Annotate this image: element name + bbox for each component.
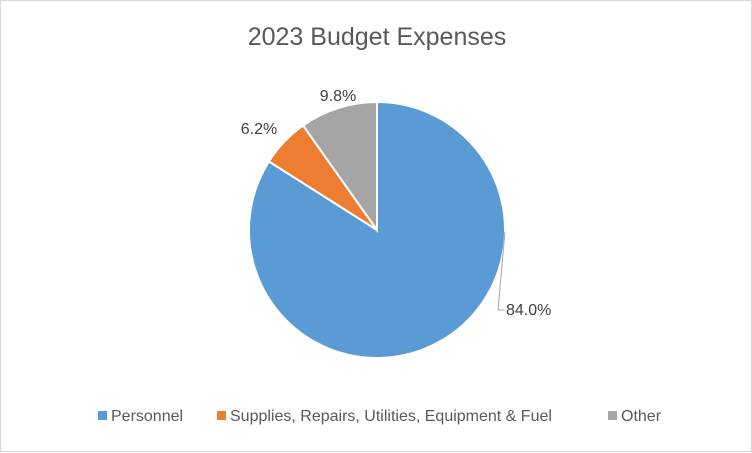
legend-label-3: Other — [621, 408, 662, 425]
data-labels: 84.0% 6.2% 9.8% — [241, 88, 552, 319]
leader-line-1 — [497, 231, 506, 311]
chart-title: 2023 Budget Expenses — [248, 23, 507, 51]
data-label-2: 6.2% — [241, 121, 277, 138]
legend-swatch-1 — [98, 411, 107, 420]
legend: Personnel Supplies, Repairs, Utilities, E… — [98, 408, 662, 425]
data-label-1: 84.0% — [506, 302, 551, 319]
legend-label-2: Supplies, Repairs, Utilities, Equipment … — [230, 408, 552, 425]
legend-swatch-3 — [608, 411, 617, 420]
data-label-3: 9.8% — [320, 88, 356, 105]
legend-label-1: Personnel — [111, 408, 183, 425]
legend-swatch-2 — [217, 411, 226, 420]
pie-slice-3 — [301, 100, 378, 234]
pie-slices — [248, 100, 506, 359]
